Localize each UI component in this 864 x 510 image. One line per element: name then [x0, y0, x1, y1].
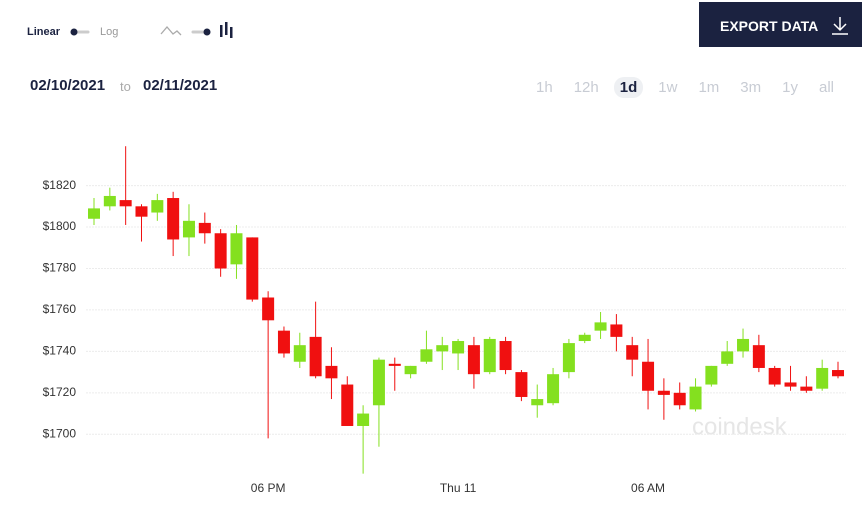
- candle-body: [372, 359, 385, 406]
- date-to[interactable]: 02/11/2021: [143, 77, 218, 94]
- candle-body: [325, 365, 338, 379]
- range-button[interactable]: 1h: [536, 79, 553, 96]
- candle-body: [547, 374, 560, 404]
- candle-body: [689, 386, 702, 410]
- candle-body: [626, 345, 639, 360]
- candle-body: [642, 361, 655, 391]
- export-button[interactable]: EXPORT DATA: [699, 2, 862, 47]
- y-tick-label: $1760: [43, 302, 77, 316]
- candle-body: [103, 195, 116, 207]
- candle-body: [800, 386, 813, 391]
- range-button[interactable]: 1y: [782, 79, 798, 96]
- range-buttons: 1h 12h 1d 1w 1m 3m 1y all: [521, 77, 840, 98]
- candle-body: [420, 349, 433, 362]
- y-tick-label: $1740: [43, 344, 77, 358]
- candle-body: [262, 297, 275, 321]
- x-tick-label: Thu 11: [440, 481, 477, 495]
- candle-body: [357, 413, 370, 426]
- y-tick-label: $1720: [43, 385, 77, 399]
- candle-body: [167, 198, 180, 240]
- export-label: EXPORT DATA: [720, 18, 819, 34]
- candle-body: [594, 322, 607, 331]
- candle-body: [135, 206, 148, 217]
- x-tick-label: 06 AM: [631, 481, 665, 495]
- candle-body: [436, 345, 449, 352]
- candle-body: [673, 392, 686, 406]
- candle-body: [657, 390, 670, 395]
- range-button[interactable]: 1m: [698, 79, 720, 96]
- y-tick-label: $1780: [43, 261, 77, 275]
- y-tick-label: $1820: [43, 178, 77, 192]
- candle-body: [721, 351, 734, 364]
- candle-body: [705, 365, 718, 385]
- range-button[interactable]: 1w: [658, 79, 678, 96]
- candle-body: [832, 370, 845, 377]
- candle-body: [483, 338, 496, 373]
- log-option[interactable]: Log: [100, 26, 119, 38]
- candle-body: [467, 345, 480, 375]
- candle-body: [182, 220, 195, 238]
- candle-body: [293, 345, 306, 362]
- candle-body: [230, 233, 243, 265]
- candle-body: [816, 367, 829, 389]
- candle-body: [737, 338, 750, 352]
- candle-body: [309, 336, 322, 377]
- candle-body: [388, 363, 401, 366]
- candle-body: [752, 345, 765, 368]
- candle-body: [198, 222, 211, 234]
- candle-body: [768, 367, 781, 385]
- candle-body: [404, 365, 417, 375]
- date-from[interactable]: 02/10/2021: [30, 77, 106, 94]
- date-separator: to: [120, 79, 131, 94]
- range-button[interactable]: all: [818, 79, 834, 96]
- candle-body: [277, 330, 290, 354]
- candle-body: [246, 237, 259, 300]
- candle-body: [610, 324, 623, 337]
- candle-body: [531, 399, 544, 406]
- x-tick-label: 06 PM: [251, 481, 286, 495]
- candle-body: [452, 341, 465, 354]
- candle-body: [119, 200, 132, 207]
- range-button[interactable]: 1d: [613, 77, 644, 98]
- candle-body: [214, 233, 227, 269]
- toolbar-icons: [70, 22, 233, 38]
- y-tick-label: $1800: [43, 219, 77, 233]
- linear-option[interactable]: Linear: [27, 26, 61, 38]
- y-tick-label: $1700: [43, 426, 77, 440]
- candle-body: [499, 341, 512, 371]
- candle-body: [88, 208, 100, 219]
- candle-body: [784, 382, 797, 387]
- range-button[interactable]: 3m: [740, 79, 762, 96]
- watermark: coindesk: [692, 413, 788, 440]
- candle-body: [515, 372, 528, 397]
- range-button[interactable]: 12h: [573, 79, 599, 96]
- candle-body: [341, 384, 354, 426]
- candle-body: [578, 334, 591, 342]
- candle-body: [562, 343, 575, 373]
- download-icon: [832, 17, 848, 35]
- candle-body: [151, 200, 164, 213]
